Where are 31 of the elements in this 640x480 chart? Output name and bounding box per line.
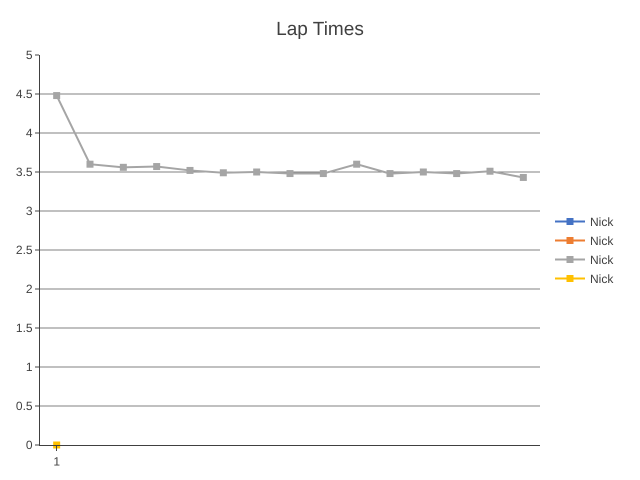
point — [486, 168, 494, 175]
chart-title: Lap Times — [276, 18, 364, 40]
point — [353, 160, 360, 168]
y-tick-label: 1.5 — [16, 321, 33, 336]
point — [120, 164, 127, 171]
legend-label: Nick — [590, 253, 614, 268]
point — [320, 170, 327, 178]
legend-label: Nick — [590, 272, 614, 286]
y-tick-label: 2 — [26, 282, 33, 296]
point — [253, 168, 260, 176]
point — [520, 174, 527, 181]
point — [153, 163, 160, 170]
point — [53, 92, 60, 100]
y-tick-label: 4 — [26, 126, 33, 140]
y-tick-label: 5 — [26, 48, 33, 62]
legend-label: Nick — [590, 215, 614, 230]
y-tick-label: 2.5 — [16, 243, 33, 258]
point — [386, 170, 394, 178]
point — [86, 160, 94, 168]
point — [453, 170, 460, 178]
y-tick-label: 3.5 — [16, 165, 33, 180]
y-tick-label: 4.5 — [16, 87, 33, 102]
legend-label: Nick — [590, 234, 614, 248]
y-tick-label: 0 — [26, 438, 33, 452]
y-tick-label: 0.5 — [16, 399, 33, 414]
point — [220, 169, 227, 176]
point — [286, 170, 294, 178]
point — [186, 166, 194, 174]
y-tick-label: 1 — [26, 360, 33, 374]
point — [420, 168, 427, 176]
y-tick-label: 3 — [26, 204, 33, 218]
